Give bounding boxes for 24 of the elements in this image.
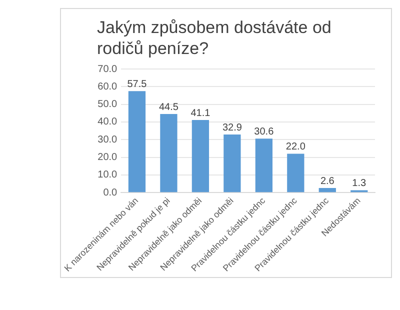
chart-title: Jakým způsobem dostáváte od rodičů peníze?: [96, 17, 332, 59]
y-tick-label: 60.0: [98, 81, 118, 92]
bar: [160, 114, 178, 192]
y-tick-label: 50.0: [98, 99, 118, 110]
data-label: 32.9: [222, 122, 242, 134]
y-tick-label: 70.0: [98, 64, 118, 75]
data-label: 41.1: [190, 108, 211, 119]
bar: [224, 134, 241, 192]
data-label: 57.5: [127, 78, 148, 90]
bar: [287, 154, 304, 192]
data-label: 30.6: [254, 126, 274, 138]
data-label: 1.3: [352, 178, 367, 190]
data-label: 44.5: [158, 102, 179, 113]
y-tick-label: 20.0: [98, 152, 118, 164]
bar: [192, 120, 210, 192]
data-label: 22.0: [286, 142, 306, 153]
bar: [128, 91, 146, 192]
y-tick-label: 0.0: [103, 187, 118, 198]
bar: [255, 138, 272, 192]
y-tick-label: 30.0: [98, 134, 118, 146]
data-label: 2.6: [320, 176, 335, 187]
bar: [318, 188, 336, 192]
y-tick-label: 10.0: [98, 170, 118, 181]
y-tick-label: 40.0: [98, 116, 118, 128]
